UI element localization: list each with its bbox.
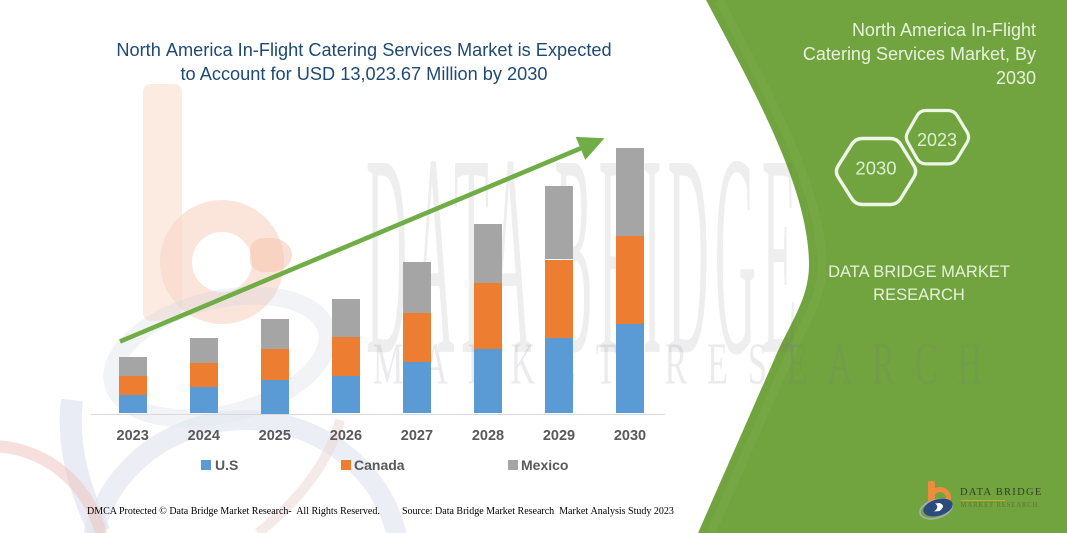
svg-text:2023: 2023 (917, 130, 957, 150)
svg-text:2030: 2030 (855, 158, 896, 179)
